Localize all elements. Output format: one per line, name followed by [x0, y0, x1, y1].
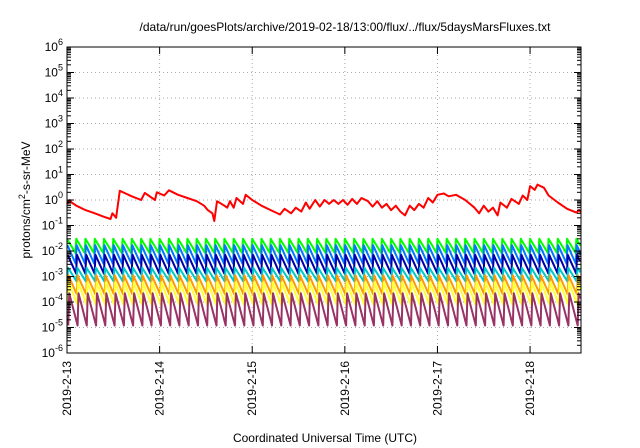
x-tick-label: 2019-2-16 — [338, 361, 352, 416]
y-tick-label-base: 10 — [45, 142, 59, 156]
y-tick-label: 105 — [45, 63, 63, 80]
y-tick-label-base: 10 — [42, 219, 56, 233]
y-tick-label-base: 10 — [42, 295, 56, 309]
y-tick-label: 102 — [45, 139, 63, 156]
series-line-1 — [66, 237, 582, 254]
y-axis-label-prefix: protons/cm — [19, 199, 33, 258]
y-tick-label-base: 10 — [45, 40, 59, 54]
y-tick-label: 10-4 — [42, 292, 63, 309]
y-axis-label: protons/cm2-s-sr-MeV — [17, 141, 33, 258]
y-tick-label: 10-6 — [42, 343, 63, 360]
y-tick-label-exponent: -3 — [55, 267, 63, 277]
y-tick-label-base: 10 — [45, 66, 59, 80]
y-tick-label-base: 10 — [42, 321, 56, 335]
chart-title: /data/run/goesPlots/archive/2019-02-18/1… — [140, 20, 552, 34]
x-tick-label: 2019-2-18 — [523, 361, 537, 416]
y-tick-label-exponent: -4 — [55, 292, 63, 302]
series-line-3 — [66, 253, 581, 275]
y-tick-label-base: 10 — [42, 346, 56, 360]
y-tick-label-base: 10 — [45, 168, 59, 182]
y-tick-label: 103 — [45, 114, 63, 131]
series-line-6 — [66, 281, 582, 306]
y-tick-label-exponent: 4 — [58, 88, 63, 98]
series-line-2 — [66, 244, 582, 265]
y-axis-label-suffix: -s-sr-MeV — [19, 141, 33, 194]
x-tick-label: 2019-2-13 — [60, 361, 74, 416]
y-tick-label: 100 — [45, 190, 63, 207]
y-tick-label-exponent: -5 — [55, 318, 63, 328]
y-tick-label-base: 10 — [45, 91, 59, 105]
y-tick-label-exponent: 3 — [58, 114, 63, 124]
series-line-7 — [67, 292, 581, 327]
series-layer — [66, 183, 582, 327]
x-tick-label: 2019-2-17 — [430, 361, 444, 416]
y-tick-label-exponent: -6 — [55, 343, 63, 353]
y-tick-label-base: 10 — [42, 244, 56, 258]
y-axis-label-superscript: 2 — [17, 194, 27, 199]
y-tick-label: 10-3 — [42, 267, 63, 284]
y-tick-label-base: 10 — [45, 193, 59, 207]
y-tick-label-exponent: -2 — [55, 241, 63, 251]
x-axis: 2019-2-13 2019-2-14 2019-2-15 2019-2-16 2019… — [60, 47, 537, 416]
x-axis-label: Coordinated Universal Time (UTC) — [233, 431, 417, 445]
x-tick-label: 2019-2-14 — [153, 361, 167, 416]
y-tick-label-base: 10 — [42, 270, 56, 284]
y-tick-label-exponent: 2 — [58, 139, 63, 149]
y-tick-label: 10-2 — [42, 241, 63, 258]
y-tick-label: 10-5 — [42, 318, 63, 335]
y-axis: 10610510410310210110010-110-210-310-410-… — [42, 37, 581, 360]
y-tick-label: 101 — [45, 165, 63, 182]
y-tick-label: 10-1 — [42, 216, 63, 233]
x-tick-label: 2019-2-15 — [245, 361, 259, 416]
y-tick-label-exponent: 0 — [58, 190, 63, 200]
y-tick-label-exponent: -1 — [55, 216, 63, 226]
y-tick-label-exponent: 1 — [58, 165, 63, 175]
y-tick-label-exponent: 5 — [58, 63, 63, 73]
y-tick-label-exponent: 6 — [58, 37, 63, 47]
y-tick-label: 106 — [45, 37, 63, 54]
series-line-0 — [66, 183, 582, 222]
y-tick-label: 104 — [45, 88, 63, 105]
series-line-5 — [66, 274, 582, 296]
y-tick-label-base: 10 — [45, 117, 59, 131]
series-line-4 — [66, 266, 582, 283]
